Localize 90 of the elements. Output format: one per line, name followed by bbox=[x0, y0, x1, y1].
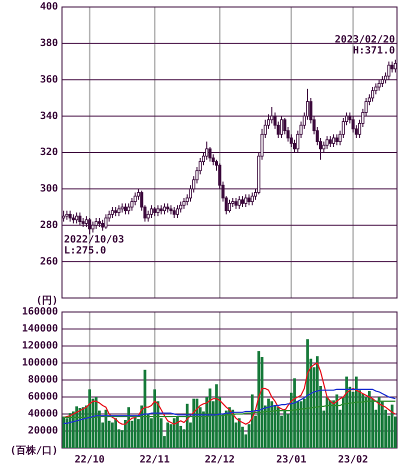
y-tick-label: 120000 bbox=[22, 340, 58, 352]
candlestick bbox=[182, 197, 186, 210]
annotation: 2022/10/03 L:275.0 bbox=[64, 234, 124, 257]
y-tick-label: 320 bbox=[40, 147, 58, 158]
candlestick bbox=[238, 196, 241, 210]
candlestick bbox=[88, 217, 92, 235]
bar bbox=[208, 388, 212, 448]
x-tick-label: 22/10 bbox=[74, 454, 105, 466]
bar bbox=[134, 417, 137, 448]
y-tick-label: 400 bbox=[40, 2, 58, 13]
candlestick bbox=[172, 206, 176, 218]
y-tick-label: 160000 bbox=[22, 306, 58, 318]
candlestick bbox=[72, 214, 75, 224]
x-tick-label: 23/01 bbox=[276, 454, 306, 466]
bar bbox=[215, 384, 218, 448]
y-tick-label: 300 bbox=[40, 184, 58, 195]
candlestick bbox=[280, 116, 284, 138]
line-series bbox=[63, 388, 396, 424]
candlestick bbox=[250, 192, 254, 206]
candlestick bbox=[98, 217, 101, 228]
candlestick bbox=[371, 86, 374, 102]
y-tick-label: 380 bbox=[40, 38, 58, 50]
y-tick-label: 360 bbox=[40, 74, 58, 86]
y-tick-label: 260 bbox=[40, 256, 58, 268]
candlestick bbox=[91, 221, 94, 234]
candlestick bbox=[117, 204, 120, 217]
bar bbox=[345, 376, 348, 448]
y-tick-label: 80000 bbox=[28, 374, 58, 386]
x-tick-label: 23/02 bbox=[338, 454, 368, 466]
candlestick bbox=[78, 212, 82, 226]
bar bbox=[293, 378, 296, 448]
candlestick bbox=[328, 136, 332, 148]
bar bbox=[166, 422, 170, 448]
y-tick-label: 40000 bbox=[28, 408, 58, 420]
y-axis-title: (円) bbox=[36, 296, 58, 307]
candlestick bbox=[114, 206, 118, 217]
candlestick bbox=[84, 216, 88, 228]
y-tick-label: 60000 bbox=[28, 392, 58, 403]
candlestick bbox=[380, 76, 384, 88]
candlestick bbox=[156, 204, 160, 217]
y-axis-title: (百株/口) bbox=[10, 444, 58, 457]
x-tick-label: 22/11 bbox=[140, 454, 170, 466]
candlestick bbox=[244, 194, 248, 208]
candlestick bbox=[150, 204, 153, 218]
bar bbox=[144, 370, 146, 448]
candlestick bbox=[160, 204, 163, 215]
candlestick bbox=[387, 61, 390, 80]
candlestick bbox=[162, 202, 166, 215]
candlestick bbox=[240, 196, 244, 208]
candlestick bbox=[153, 206, 156, 217]
candlestick bbox=[124, 202, 127, 215]
candlestick bbox=[247, 194, 251, 206]
candlestick bbox=[326, 136, 329, 150]
bar bbox=[104, 410, 108, 448]
candlestick bbox=[378, 79, 381, 92]
candlestick bbox=[176, 204, 179, 218]
candlestick bbox=[169, 204, 172, 215]
candlestick bbox=[335, 134, 338, 146]
x-tick-label: 22/12 bbox=[204, 454, 235, 466]
bar bbox=[196, 398, 198, 448]
bar bbox=[306, 339, 309, 448]
candlestick bbox=[332, 134, 336, 148]
line-series bbox=[63, 362, 396, 425]
candlestick bbox=[234, 197, 238, 210]
bar bbox=[111, 422, 114, 448]
bar bbox=[176, 416, 179, 448]
y-tick-label: 100000 bbox=[22, 358, 58, 369]
bar bbox=[78, 408, 82, 448]
y-tick-label: 340 bbox=[40, 110, 58, 122]
bar bbox=[326, 397, 328, 448]
y-tick-label: 140000 bbox=[22, 324, 58, 335]
candlestick bbox=[390, 61, 394, 73]
candlestick bbox=[94, 217, 98, 230]
candlestick bbox=[104, 214, 108, 230]
y-tick-label: 280 bbox=[40, 220, 58, 231]
line-series bbox=[63, 400, 396, 418]
candlestick bbox=[101, 219, 104, 232]
candlestick bbox=[110, 206, 114, 218]
bar bbox=[267, 398, 270, 448]
candlestick bbox=[166, 202, 170, 214]
candlestick bbox=[68, 210, 72, 222]
candlestick bbox=[75, 212, 78, 224]
candlestick bbox=[228, 199, 232, 214]
candlestick bbox=[120, 202, 124, 214]
annotation: 2023/02/20 H:371.0 bbox=[334, 34, 395, 57]
bar bbox=[300, 401, 302, 448]
bar bbox=[378, 397, 380, 448]
candlestick bbox=[65, 210, 68, 220]
bar bbox=[274, 406, 276, 448]
y-tick-label: 20000 bbox=[28, 426, 58, 437]
